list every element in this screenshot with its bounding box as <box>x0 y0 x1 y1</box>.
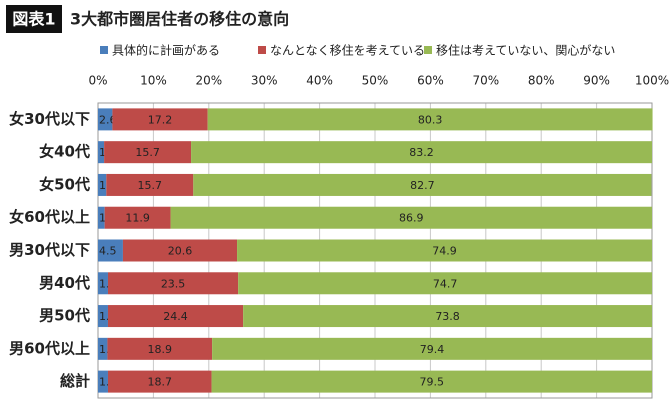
figure-label: 図表1 <box>12 10 55 29</box>
bar-segment <box>211 370 652 393</box>
value-label: 74.7 <box>433 277 458 290</box>
bar-segment <box>107 370 212 393</box>
legend-swatch <box>258 46 266 54</box>
x-tick-label: 10% <box>140 74 167 88</box>
value-label: 20.6 <box>168 245 193 258</box>
legend-swatch <box>100 46 108 54</box>
legend-label: 移住は考えていない、関心がない <box>436 43 615 58</box>
bar-segment <box>193 173 652 196</box>
chart-title: 3大都市圏居住者の移住の意向 <box>70 10 289 29</box>
x-tick-label: 50% <box>362 74 389 88</box>
value-label: 18.9 <box>148 343 173 356</box>
bar-segment <box>104 141 192 164</box>
value-label: 18.7 <box>148 376 173 389</box>
x-tick-label: 80% <box>528 74 555 88</box>
x-tick-label: 70% <box>472 74 499 88</box>
bar-segment <box>191 141 652 164</box>
value-label: 79.5 <box>420 376 445 389</box>
value-label: 17.2 <box>148 113 173 126</box>
value-label: 11.9 <box>125 212 150 225</box>
y-tick-label: 女30代以下 <box>9 110 90 128</box>
bar-segment <box>98 141 105 164</box>
y-tick-label: 男30代以下 <box>9 241 90 259</box>
bar-segment <box>107 337 213 360</box>
value-label: 15.7 <box>138 179 163 192</box>
x-tick-label: 100% <box>635 74 669 88</box>
bar-segment <box>98 305 108 328</box>
bar-segment <box>98 206 105 229</box>
y-tick-label: 総計 <box>60 372 90 390</box>
value-label: 86.9 <box>399 212 424 225</box>
bar-segment <box>106 173 194 196</box>
y-tick-label: 女60代以上 <box>9 208 90 226</box>
bar-segment <box>243 305 652 328</box>
bar-segment <box>98 272 108 295</box>
x-tick-label: 40% <box>306 74 333 88</box>
bar-segment <box>98 108 113 131</box>
bar-segment <box>170 206 652 229</box>
value-label: 82.7 <box>410 179 435 192</box>
legend-label: なんとなく移住を考えている <box>270 44 425 58</box>
bar-segment <box>207 108 653 131</box>
y-tick-label: 男60代以上 <box>9 339 90 357</box>
value-label: 83.2 <box>409 146 434 159</box>
x-tick-label: 60% <box>417 74 444 88</box>
bar-segment <box>122 239 238 262</box>
y-tick-label: 女40代 <box>39 143 90 161</box>
x-tick-label: 0% <box>88 74 107 88</box>
bar-segment <box>98 173 107 196</box>
y-tick-label: 男40代 <box>39 274 90 292</box>
value-label: 79.4 <box>420 343 445 356</box>
value-label: 74.9 <box>432 245 457 258</box>
x-tick-label: 90% <box>583 74 610 88</box>
bar-segment <box>98 239 123 262</box>
value-label: 73.8 <box>435 310 460 323</box>
value-label: 2.6 <box>99 113 117 126</box>
bar-segment <box>237 239 652 262</box>
legend-label: 具体的に計画がある <box>112 43 220 58</box>
x-tick-label: 20% <box>195 74 222 88</box>
value-label: 4.5 <box>99 245 117 258</box>
legend-swatch <box>424 46 432 54</box>
value-label: 15.7 <box>135 146 160 159</box>
value-label: 24.4 <box>163 310 188 323</box>
bar-segment <box>98 337 108 360</box>
value-label: 23.5 <box>161 277 186 290</box>
label-badge <box>6 5 62 33</box>
bar-segment <box>112 108 208 131</box>
bar-segment <box>98 370 108 393</box>
bar-segment <box>212 337 652 360</box>
bar-segment <box>107 272 239 295</box>
y-tick-label: 男50代 <box>39 307 90 325</box>
bar-segment <box>238 272 653 295</box>
x-tick-label: 30% <box>251 74 278 88</box>
value-label: 80.3 <box>418 113 443 126</box>
y-tick-label: 女50代 <box>39 175 90 193</box>
bar-segment <box>104 206 171 229</box>
bar-segment <box>107 305 244 328</box>
